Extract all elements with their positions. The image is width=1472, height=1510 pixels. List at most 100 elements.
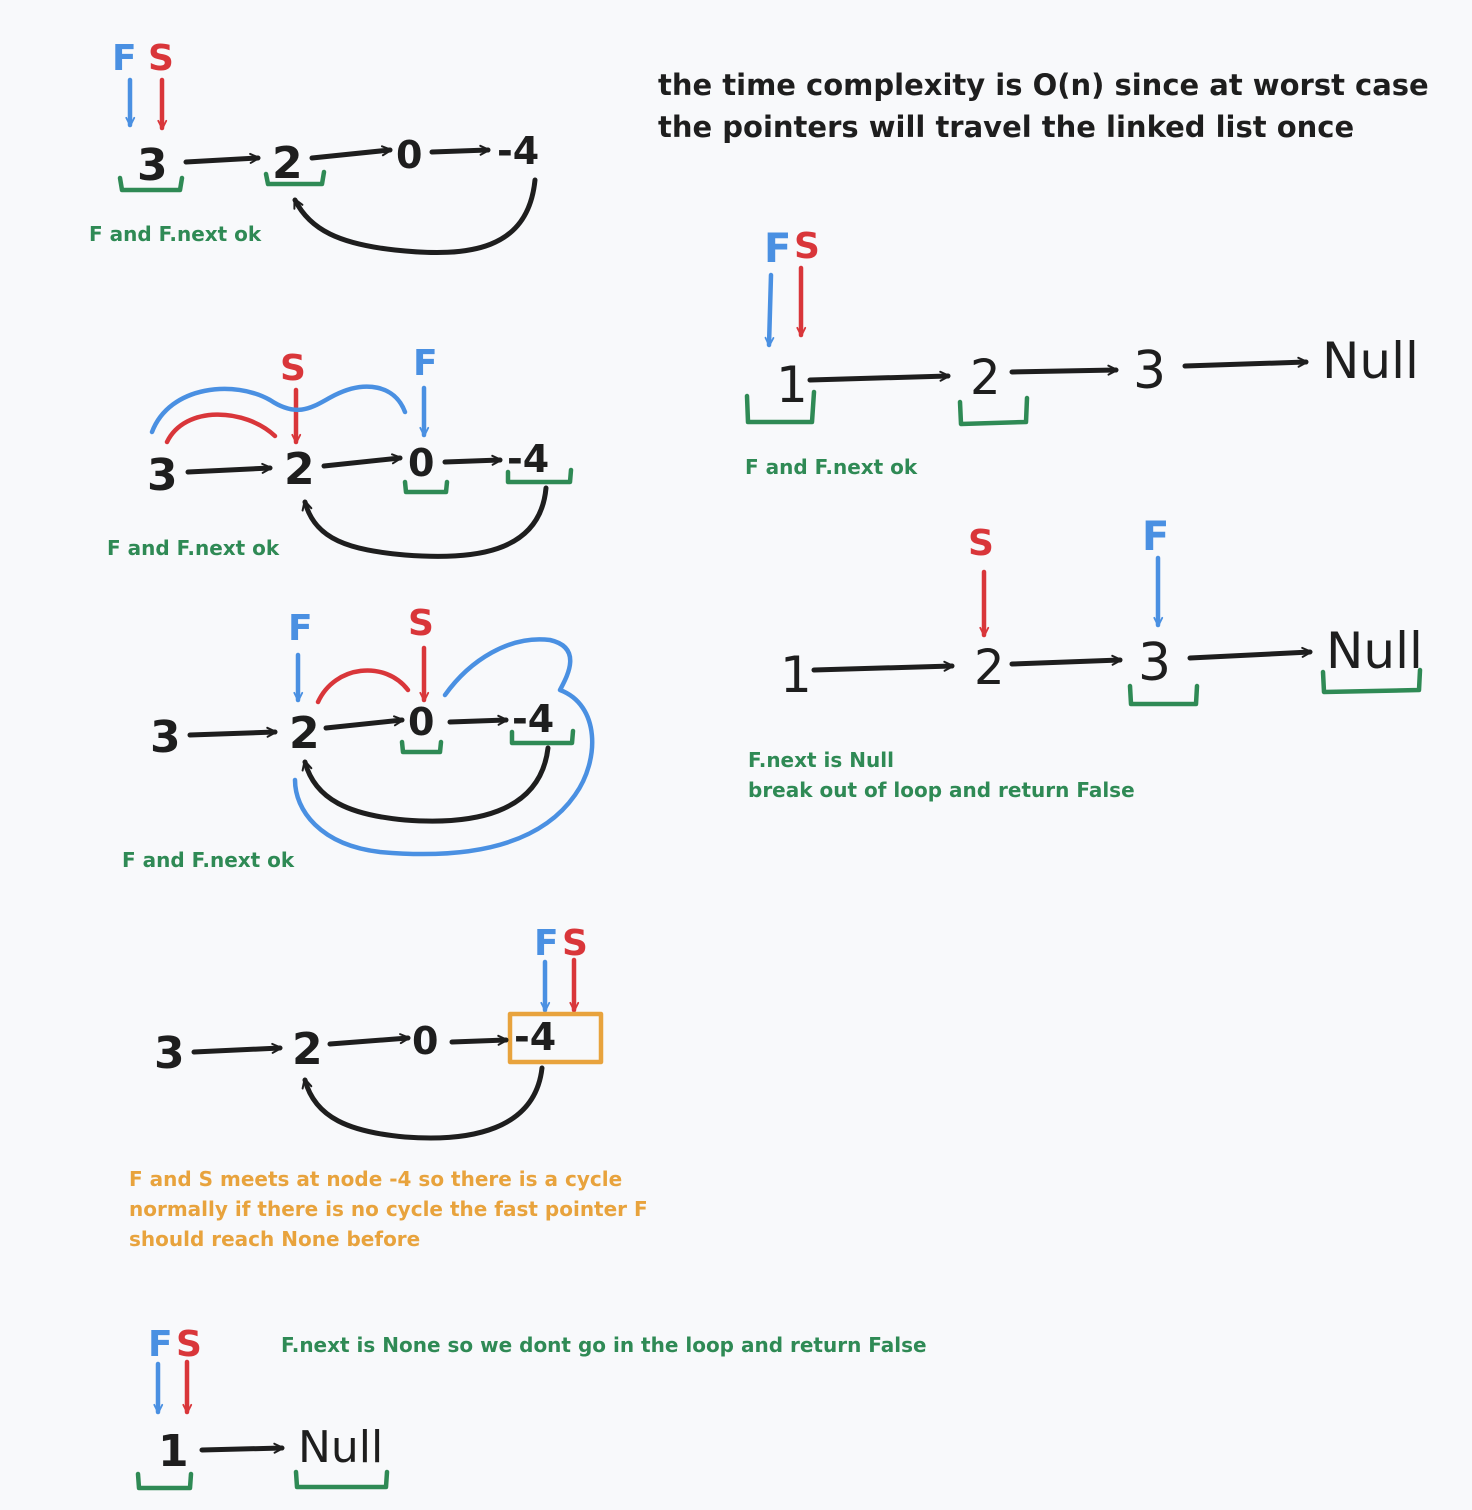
next-arrow (449, 1034, 509, 1046)
next-arrow (323, 715, 405, 731)
cycle-step-4: F S 3 2 0 -4 (154, 923, 604, 1141)
slow-pointer-label: S (794, 226, 820, 267)
fast-jump-arc (149, 384, 408, 435)
cycle-back-arrow (301, 745, 551, 824)
fast-next-check-bracket (263, 169, 327, 187)
node-value: 1 (158, 1426, 189, 1477)
slow-pointer-label: S (562, 923, 588, 964)
node-value: 2 (272, 138, 303, 189)
node-value: -4 (512, 697, 554, 741)
node-value: 3 (1133, 341, 1166, 401)
next-arrow (191, 1042, 283, 1055)
node-value: -4 (497, 129, 539, 173)
step-3-note: F and F.next ok (122, 848, 295, 872)
fast-pointer-label: F (413, 343, 438, 384)
node-value: 3 (147, 450, 178, 501)
null-terminator: Null (1322, 332, 1419, 390)
next-arrow (327, 1033, 411, 1047)
slow-pointer-label: S (148, 38, 174, 79)
node-value: 2 (970, 350, 1001, 406)
node-value: 3 (150, 712, 181, 763)
fast-pointer-label: F (1142, 514, 1169, 560)
fast-next-check-bracket (505, 467, 574, 485)
slow-pointer-label: S (176, 1324, 202, 1365)
meeting-node-highlight (507, 1011, 604, 1065)
cycle-step-3: F S 3 2 0 -4 (150, 603, 595, 857)
next-arrow (1182, 356, 1309, 369)
no-cycle-note-line: break out of loop and return False (748, 778, 1135, 802)
node-value: 3 (154, 1028, 185, 1079)
node-value: 3 (1138, 633, 1171, 693)
node-value: 0 (408, 700, 434, 744)
next-arrow (429, 144, 491, 156)
complexity-line-2: the pointers will travel the linked list… (658, 110, 1355, 144)
fast-next-check-bracket (1320, 667, 1423, 695)
node-value: 0 (396, 133, 422, 177)
cycle-back-arrow (301, 1065, 545, 1141)
step-2-note: F and F.next ok (107, 536, 280, 560)
slow-jump-arc (164, 412, 278, 445)
null-terminator: Null (1326, 622, 1423, 680)
cycle-back-arrow (292, 177, 538, 256)
fast-pointer-label: F (534, 923, 559, 964)
next-arrow (447, 714, 509, 726)
next-arrow (321, 453, 403, 469)
cycle-step-2: S F 3 2 0 -4 (147, 343, 574, 559)
fast-pointer-arrow (764, 272, 775, 348)
complexity-note: the time complexity is O(n) since at wor… (658, 64, 1429, 148)
next-arrow (442, 454, 503, 466)
next-arrow (199, 1442, 285, 1454)
next-arrow (185, 462, 273, 475)
node-value: 0 (412, 1019, 438, 1063)
node-value: -4 (507, 437, 549, 481)
cycle-step-1: F S 3 2 0 -4 (112, 38, 539, 256)
node-value: 2 (284, 444, 315, 495)
no-cycle-note-line: F.next is Null (748, 748, 894, 772)
cycle-back-arrow (301, 485, 549, 559)
node-value: 1 (776, 356, 808, 414)
meet-note-line: should reach None before (129, 1227, 421, 1251)
meet-explanation-note: F and S meets at node -4 so there is a c… (129, 1164, 648, 1254)
fast-pointer-label: F (148, 1324, 173, 1365)
fast-pointer-label: F (288, 608, 313, 649)
single-node-note: F.next is None so we dont go in the loop… (281, 1333, 927, 1357)
fast-pointer-label: F (764, 226, 791, 272)
step-1-note: F and F.next ok (89, 222, 262, 246)
next-arrow (1009, 654, 1123, 667)
meet-note-line: normally if there is no cycle the fast p… (129, 1197, 648, 1221)
fast-check-bracket (744, 389, 817, 425)
fast-check-bracket (1127, 683, 1200, 707)
fast-next-check-bracket (293, 1469, 390, 1490)
slow-pointer-label: S (280, 348, 306, 389)
fast-check-bracket (135, 1471, 194, 1491)
next-arrow (807, 370, 951, 383)
single-node-step: F S 1 Null (135, 1324, 390, 1491)
slow-pointer-label: S (968, 523, 994, 564)
fast-next-check-bracket (957, 395, 1030, 427)
slow-pointer-label: S (408, 603, 434, 644)
fast-check-bracket (399, 739, 444, 755)
next-arrow (811, 660, 955, 673)
node-value: 2 (292, 1024, 323, 1075)
slow-jump-arc (315, 668, 411, 705)
meet-note-line: F and S meets at node -4 so there is a c… (129, 1167, 623, 1191)
fast-loop-arc (292, 637, 595, 857)
no-cycle-step-1: F S 1 2 3 Null (744, 226, 1419, 427)
node-value: 3 (137, 140, 168, 191)
no-cycle-step-2-note: F.next is Null break out of loop and ret… (748, 745, 1135, 805)
null-terminator: Null (298, 1422, 383, 1473)
no-cycle-step-2: S F 1 2 3 Null (780, 514, 1423, 707)
fast-check-bracket (402, 479, 450, 495)
next-arrow (187, 726, 278, 738)
fast-check-bracket (117, 175, 185, 193)
no-cycle-step-1-note: F and F.next ok (745, 455, 918, 479)
next-arrow (183, 152, 261, 165)
fast-next-check-bracket (509, 728, 576, 746)
node-value: 1 (780, 646, 812, 704)
node-value: 2 (289, 708, 320, 759)
next-arrow (1009, 364, 1119, 376)
node-value: 2 (974, 640, 1005, 696)
fast-pointer-label: F (112, 38, 137, 79)
